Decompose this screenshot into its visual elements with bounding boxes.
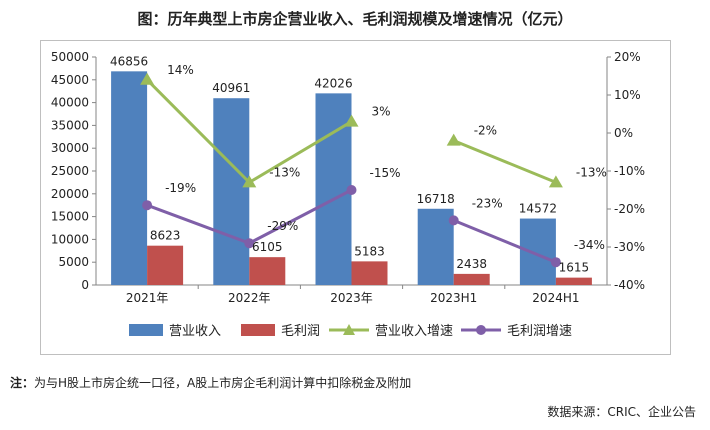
left-tick-label: 10000 [51, 232, 89, 246]
data-source: 数据来源：CRIC、企业公告 [547, 405, 696, 419]
gross-profit-bar [249, 257, 286, 285]
revenue-growth-marker [242, 175, 257, 188]
gross-profit-growth-label: -29% [267, 219, 298, 233]
x-tick-label: 2024H1 [532, 291, 579, 305]
revenue-growth-label: -13% [576, 165, 607, 179]
left-tick-label: 35000 [51, 118, 89, 132]
legend-item-gross-profit[interactable]: 毛利润 [241, 324, 320, 339]
left-tick-label: 25000 [51, 164, 89, 178]
footnote: 注：为与H股上市房企统一口径，A股上市房企毛利润计算中扣除税金及附加 [10, 374, 411, 391]
revenue-bar [417, 208, 454, 285]
revenue-growth-marker [140, 72, 155, 85]
gross-profit-value-label: 1615 [559, 261, 590, 275]
gross-profit-bar [555, 277, 592, 285]
right-tick-label: -10% [614, 164, 645, 178]
legend-marker [343, 324, 355, 335]
gross-profit-bar [351, 261, 388, 285]
right-tick-label: 0% [614, 126, 633, 140]
chart-title: 图：历年典型上市房企营业收入、毛利润规模及增速情况（亿元） [137, 10, 573, 28]
gross-profit-bar [453, 273, 490, 285]
revenue-growth-label: 14% [167, 63, 194, 77]
gross-profit-value-label: 5183 [354, 244, 385, 258]
legend-label: 营业收入 [169, 324, 221, 339]
chart-frame: 0 5000 10000 15000 20000 25000 30000 35000 40000… [40, 40, 671, 355]
revenue-value-label: 46856 [110, 54, 148, 68]
x-tick-label: 2021年 [126, 291, 169, 305]
left-tick-label: 0 [81, 278, 89, 292]
gross-profit-growth-label: -23% [472, 196, 503, 210]
footnote-label: 注： [10, 376, 35, 390]
gross-profit-value-label: 6105 [252, 240, 283, 254]
left-tick-label: 15000 [51, 210, 89, 224]
right-tick-label: 20% [614, 50, 641, 64]
legend-label: 营业收入增速 [375, 324, 453, 339]
gross-profit-growth-marker [142, 200, 153, 211]
revenue-growth-marker [548, 175, 563, 188]
x-tick-label: 2023H1 [430, 291, 477, 305]
left-tick-label: 40000 [51, 96, 89, 110]
x-tick-label: 2023年 [330, 291, 373, 305]
gross-profit-growth-marker [346, 185, 357, 195]
right-tick-label: -20% [614, 202, 645, 216]
x-tick-label: 2022年 [228, 291, 271, 305]
revenue-value-label: 16718 [417, 192, 455, 206]
gross-profit-growth-line [453, 219, 557, 264]
bars [111, 71, 592, 285]
revenue-bar [111, 71, 148, 285]
revenue-value-label: 42026 [314, 76, 352, 90]
right-tick-label: 10% [614, 88, 641, 102]
gross-profit-value-label: 8623 [150, 229, 181, 243]
legend-marker [476, 325, 486, 335]
legend-item-gross-profit-growth[interactable]: 毛利润增速 [461, 324, 572, 339]
gross-profit-growth-marker [448, 215, 459, 226]
legend-swatch [241, 324, 275, 336]
left-tick-label: 5000 [58, 255, 89, 269]
left-tick-label: 50000 [51, 50, 89, 64]
left-tick-label: 20000 [51, 187, 89, 201]
revenue-growth-marker [446, 133, 461, 146]
revenue-bar [519, 218, 556, 285]
gross-profit-growth-marker [550, 257, 561, 268]
revenue-growth-label: -2% [474, 124, 497, 138]
legend-label: 毛利润 [281, 324, 320, 339]
gross-profit-growth-label: -34% [574, 238, 605, 252]
lines [140, 72, 563, 268]
left-tick-label: 30000 [51, 141, 89, 155]
legend-item-revenue[interactable]: 营业收入 [129, 324, 221, 339]
gross-profit-growth-marker [244, 238, 255, 249]
revenue-value-label: 40961 [212, 81, 250, 95]
revenue-bar [315, 93, 352, 285]
footnote-text: 为与H股上市房企统一口径，A股上市房企毛利润计算中扣除税金及附加 [34, 376, 412, 390]
left-tick-label: 45000 [51, 73, 89, 87]
combo-chart: 0 5000 10000 15000 20000 25000 30000 35000 40000… [51, 50, 645, 339]
gross-profit-growth-label: -19% [165, 181, 196, 195]
legend-item-revenue-growth[interactable]: 营业收入增速 [329, 324, 453, 339]
legend-label: 毛利润增速 [507, 324, 572, 339]
revenue-bar [213, 98, 250, 285]
right-tick-label: -40% [614, 278, 645, 292]
revenue-growth-label: 3% [372, 105, 391, 119]
legend-swatch [129, 324, 163, 336]
data-labels: 46856 8623 40961 6105 42026 5183 16718 2438 1457… [110, 54, 607, 274]
legend[interactable]: 营业收入 毛利润 营业收入增速 毛利润增速 [129, 324, 572, 339]
revenue-growth-line [453, 139, 557, 184]
gross-profit-bar [147, 245, 184, 285]
revenue-value-label: 14572 [519, 202, 557, 216]
right-tick-label: -30% [614, 240, 645, 254]
axes: 0 5000 10000 15000 20000 25000 30000 35000 40000… [51, 50, 645, 305]
revenue-growth-marker [344, 114, 359, 127]
gross-profit-growth-label: -15% [370, 166, 401, 180]
gross-profit-value-label: 2438 [456, 257, 487, 271]
revenue-growth-label: -13% [269, 165, 300, 179]
